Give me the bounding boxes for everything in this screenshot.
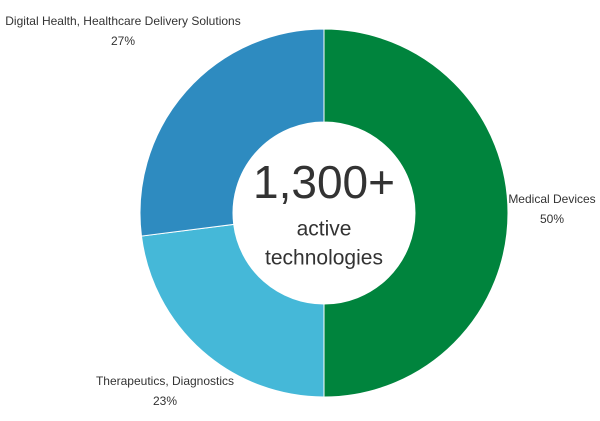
slice-label: Digital Health, Healthcare Delivery Solu…	[5, 14, 240, 28]
donut-slice	[139, 28, 325, 237]
center-headline: 1,300+	[253, 156, 395, 208]
center-line: technologies	[265, 247, 383, 270]
donut-slice	[140, 223, 325, 398]
slice-value-label: 23%	[153, 394, 177, 408]
slice-label: Therapeutics, Diagnostics	[96, 374, 234, 388]
donut-slice	[323, 28, 509, 398]
slice-value-label: 50%	[540, 212, 564, 226]
slice-label: Medical Devices	[508, 192, 595, 206]
center-line: active	[297, 218, 352, 241]
slice-value-label: 27%	[111, 34, 135, 48]
